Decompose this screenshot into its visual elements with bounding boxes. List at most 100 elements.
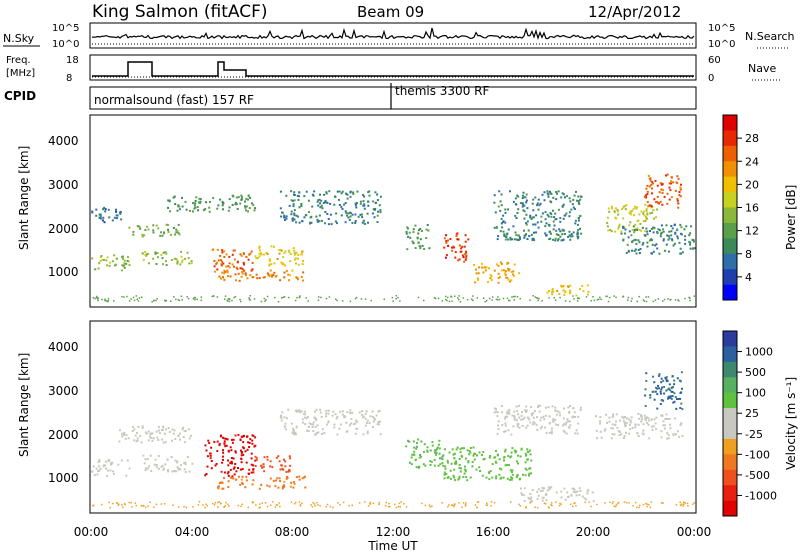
data-cell [240,254,243,257]
data-cell [198,501,201,503]
data-cell [649,179,652,182]
data-cell [614,216,617,219]
data-cell [665,224,668,227]
data-cell [187,297,190,300]
data-cell [121,255,124,258]
data-cell [497,296,499,298]
data-cell [513,238,516,241]
data-cell [517,239,519,241]
data-cell [298,478,301,481]
data-cell [662,502,664,504]
data-cell [147,252,150,255]
data-cell [333,426,336,429]
data-cell [115,263,118,266]
data-cell [317,204,320,207]
data-cell [263,470,266,473]
data-cell [475,272,478,275]
data-cell [613,295,615,297]
data-cell [221,249,224,252]
data-cell [508,464,510,467]
colorbar-bin [723,346,737,363]
data-cell [662,230,665,233]
data-cell [661,192,664,194]
data-cell [232,477,235,480]
data-cell [497,281,500,284]
data-cell [439,463,442,466]
data-cell [548,487,551,490]
data-cell [572,491,575,494]
data-cell [236,207,239,210]
data-cell [575,199,578,202]
data-cell [681,251,684,254]
data-cell [112,470,114,473]
data-cell [462,502,465,504]
data-cell [689,299,691,302]
data-cell [504,417,507,420]
data-cell [645,194,648,196]
data-cell [128,501,130,504]
data-cell [672,401,675,404]
data-cell [497,205,500,208]
data-cell [222,436,224,439]
data-cell [496,411,499,414]
data-cell [672,181,675,184]
data-cell [447,461,449,464]
data-cell [229,275,232,278]
data-cell [335,222,338,225]
data-cell [362,194,364,196]
data-cell [371,415,374,418]
data-cell [573,194,576,197]
data-cell [491,296,494,298]
data-cell [162,425,164,428]
data-cell [484,269,487,272]
data-cell [358,411,361,414]
data-cell [524,461,527,464]
data-cell [490,505,492,507]
data-cell [227,486,230,488]
data-cell [543,199,546,202]
data-cell [527,496,530,499]
nsearch-tick-top: 10^5 [708,23,735,34]
data-cell [523,500,526,502]
data-cell [493,194,496,197]
data-cell [574,416,577,418]
data-cell [579,227,581,230]
data-cell [280,415,282,418]
data-cell [343,415,346,418]
data-cell [579,490,582,492]
colorbar-bin [723,176,737,193]
data-cell [320,219,323,222]
data-cell [377,421,380,423]
data-cell [668,237,671,240]
data-cell [608,296,611,299]
data-cell [243,269,246,272]
data-cell [514,451,517,454]
data-cell [264,300,266,302]
data-cell [263,456,266,459]
data-cell [620,433,623,436]
data-cell [447,476,450,478]
data-cell [552,196,555,199]
data-cell [292,205,295,208]
data-cell [495,408,497,411]
data-cell [177,468,180,471]
data-cell [285,217,288,220]
data-cell [493,456,496,459]
data-cell [568,410,571,413]
data-cell [551,291,554,293]
data-cell [316,424,319,427]
data-cell [459,250,462,253]
data-cell [247,210,249,213]
data-cell [526,220,529,223]
colorbar-bin [723,454,737,471]
data-cell [504,272,506,275]
data-cell [639,504,641,507]
data-cell [674,299,677,301]
data-cell [634,238,637,241]
data-cell [607,229,610,232]
data-cell [486,502,488,504]
data-cell [429,449,432,452]
data-cell [596,503,598,506]
data-cell [295,262,297,265]
data-cell [487,471,490,474]
